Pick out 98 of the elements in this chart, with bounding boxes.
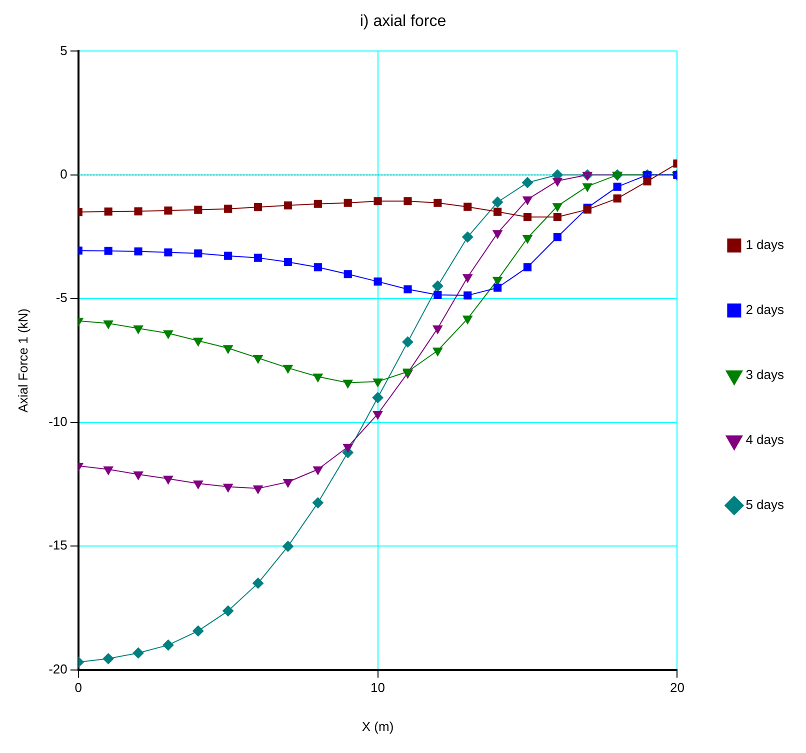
point bbox=[314, 263, 322, 272]
point bbox=[163, 476, 174, 484]
point bbox=[133, 471, 144, 480]
x-tick-label: 20 bbox=[670, 680, 684, 696]
point bbox=[374, 278, 382, 286]
point bbox=[223, 345, 233, 354]
point bbox=[643, 177, 652, 186]
point bbox=[313, 466, 323, 475]
point bbox=[374, 197, 382, 206]
point bbox=[134, 207, 142, 216]
point bbox=[284, 201, 292, 210]
y-tick-label: 0 bbox=[60, 166, 68, 182]
point bbox=[494, 284, 502, 292]
point bbox=[133, 325, 144, 334]
point bbox=[492, 230, 502, 239]
y-axis-title: Axial Force 1 (kN) bbox=[15, 308, 30, 413]
point bbox=[192, 625, 204, 636]
point bbox=[434, 290, 442, 299]
x-tick-label: 10 bbox=[370, 680, 386, 696]
point bbox=[132, 647, 144, 658]
chart-title: i) axial force bbox=[360, 13, 446, 30]
point bbox=[552, 203, 562, 212]
legend-label: 2 days bbox=[746, 302, 784, 318]
point bbox=[492, 196, 504, 208]
y-tick-label: -15 bbox=[48, 538, 68, 553]
point bbox=[582, 172, 592, 180]
point bbox=[163, 330, 174, 339]
legend-label: 4 days bbox=[746, 432, 784, 448]
point bbox=[613, 182, 622, 191]
point bbox=[522, 177, 533, 188]
point bbox=[313, 374, 323, 382]
point bbox=[222, 605, 234, 616]
point bbox=[613, 194, 622, 202]
point bbox=[224, 252, 232, 260]
point bbox=[162, 640, 174, 651]
point bbox=[404, 197, 412, 206]
y-tick-label: -5 bbox=[56, 290, 68, 306]
point bbox=[344, 198, 352, 207]
point bbox=[284, 258, 292, 266]
point bbox=[402, 336, 414, 348]
x-tick-label: 0 bbox=[74, 680, 82, 696]
point bbox=[432, 348, 443, 356]
point bbox=[164, 248, 172, 256]
legend-label: 3 days bbox=[746, 367, 784, 382]
point bbox=[372, 392, 384, 404]
point bbox=[522, 196, 532, 205]
y-tick-label: 5 bbox=[60, 42, 68, 58]
point bbox=[283, 364, 293, 374]
y-tick-label: -10 bbox=[48, 414, 68, 429]
y-tick-label: -20 bbox=[48, 661, 68, 676]
point bbox=[372, 410, 383, 420]
legend-label: 5 days bbox=[746, 497, 784, 512]
point bbox=[253, 485, 263, 494]
point bbox=[164, 206, 172, 215]
point bbox=[492, 276, 502, 286]
point bbox=[104, 246, 112, 255]
point bbox=[104, 208, 112, 216]
point bbox=[404, 285, 412, 294]
point bbox=[312, 497, 324, 508]
point bbox=[522, 235, 532, 244]
point bbox=[462, 232, 474, 243]
point bbox=[462, 274, 472, 283]
point bbox=[552, 178, 562, 186]
point bbox=[193, 480, 203, 489]
point bbox=[102, 653, 114, 664]
point bbox=[494, 208, 502, 216]
point bbox=[224, 204, 232, 213]
legend-label: 1 days bbox=[746, 237, 784, 252]
point bbox=[432, 280, 444, 292]
point bbox=[282, 540, 294, 552]
point bbox=[223, 484, 233, 492]
point bbox=[104, 466, 114, 475]
point bbox=[432, 325, 443, 334]
point bbox=[253, 355, 263, 364]
point bbox=[372, 378, 383, 388]
point bbox=[462, 316, 472, 324]
point bbox=[464, 291, 472, 300]
point bbox=[314, 200, 322, 208]
point bbox=[344, 270, 352, 278]
point bbox=[523, 263, 532, 272]
point bbox=[194, 249, 202, 258]
point bbox=[193, 338, 203, 346]
point bbox=[434, 198, 442, 207]
point bbox=[252, 578, 264, 589]
point bbox=[254, 254, 262, 262]
point bbox=[343, 380, 353, 388]
point bbox=[283, 478, 293, 488]
point bbox=[134, 247, 142, 256]
point bbox=[553, 232, 562, 242]
point bbox=[104, 320, 114, 329]
point bbox=[464, 202, 472, 211]
point bbox=[523, 212, 532, 222]
point bbox=[553, 212, 562, 222]
point bbox=[343, 444, 353, 452]
point bbox=[582, 183, 592, 192]
point bbox=[194, 206, 202, 214]
point bbox=[254, 203, 262, 212]
x-axis-title: X (m) bbox=[362, 718, 394, 734]
